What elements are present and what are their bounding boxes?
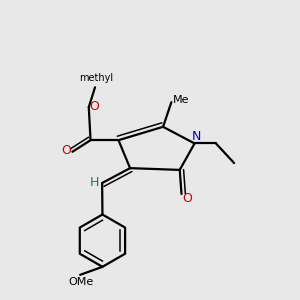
Text: H: H <box>90 176 99 189</box>
Text: OMe: OMe <box>68 277 94 287</box>
Text: O: O <box>89 100 99 113</box>
Text: O: O <box>182 192 192 205</box>
Text: N: N <box>191 130 201 143</box>
Text: Me: Me <box>173 95 190 105</box>
Text: methyl: methyl <box>80 74 114 83</box>
Text: O: O <box>61 144 71 157</box>
